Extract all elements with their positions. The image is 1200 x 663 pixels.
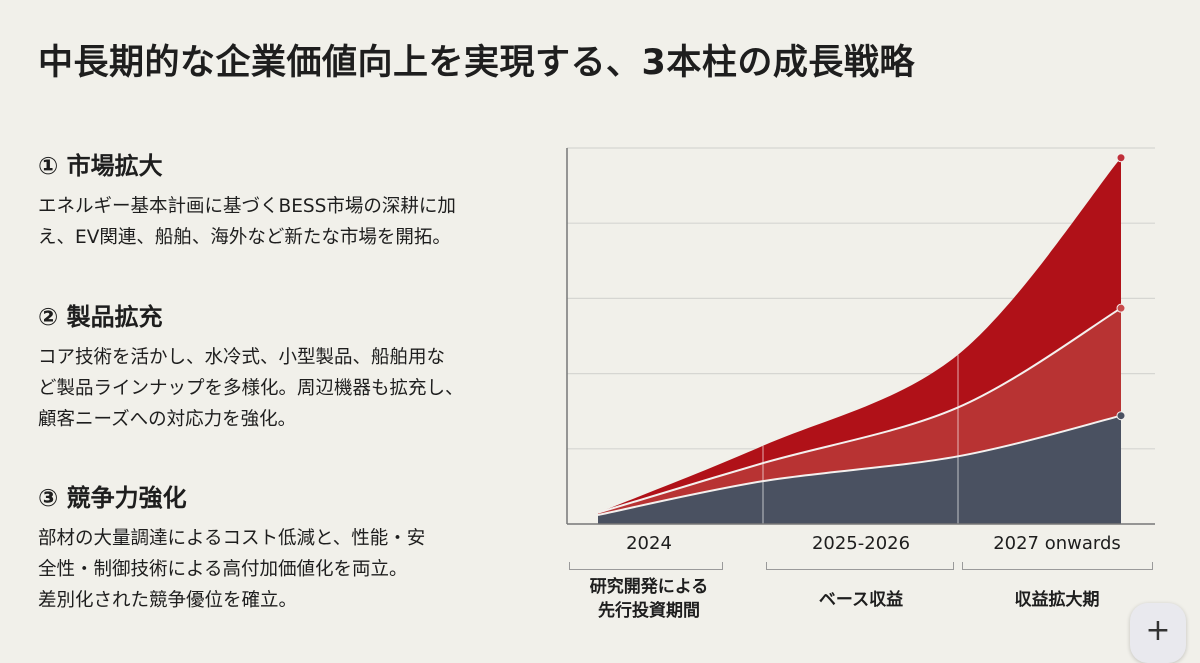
period-bracket (569, 562, 723, 570)
pillar-product-expansion: ② 製品拡充 コア技術を活かし、水冷式、小型製品、船舶用な ど製品ラインナップを… (38, 297, 538, 435)
pillar-market-expansion: ① 市場拡大 エネルギー基本計画に基づくBESS市場の深耕に加 え、EV関連、船… (38, 146, 538, 253)
pillar-text: え、EV関連、船舶、海外など新たな市場を開拓。 (38, 227, 451, 248)
pillar-heading: ① 市場拡大 (38, 152, 163, 180)
pillar-competitiveness: ③ 競争力強化 部材の大量調達によるコスト低減と、性能・安 全性・制御技術による… (38, 478, 538, 616)
period-bracket (766, 562, 954, 570)
period-bracket (962, 562, 1153, 570)
period-label-2025-2026: 2025-2026 (811, 533, 911, 554)
phase-label-line: 研究開発による (589, 577, 709, 597)
phase-label-base-revenue: ベース収益 (818, 590, 904, 610)
series-line (597, 414, 1122, 516)
pillar-text: コア技術を活かし、水冷式、小型製品、船舶用な (38, 347, 446, 368)
phase-label-investment: 研究開発による 先行投資期間 (569, 575, 729, 623)
add-button[interactable]: + (1130, 603, 1186, 663)
pillar-heading: ② 製品拡充 (38, 303, 163, 331)
growth-area-chart (566, 147, 1155, 525)
pillar-text: エネルギー基本計画に基づくBESS市場の深耕に加 (38, 196, 456, 217)
pillar-text: 全性・制御技術による高付加価値化を両立。 (38, 559, 408, 580)
series-end-marker (1116, 303, 1126, 313)
pillar-text: 部材の大量調達によるコスト低減と、性能・安 (38, 528, 426, 549)
pillar-text: ど製品ラインナップを多様化。周辺機器も拡充し、 (38, 378, 464, 399)
series-line (597, 307, 1122, 514)
phase-label-line: 先行投資期間 (598, 601, 700, 621)
phase-label-revenue-expansion: 収益拡大期 (1014, 590, 1100, 610)
series-end-marker (1116, 411, 1126, 421)
pillar-text: 差別化された競争優位を確立。 (38, 590, 298, 611)
pillar-text: 顧客ニーズへの対応力を強化。 (38, 409, 297, 430)
period-label-2024: 2024 (626, 533, 672, 554)
pillar-heading: ③ 競争力強化 (38, 484, 187, 512)
page-title: 中長期的な企業価値向上を実現する、3本柱の成長戦略 (38, 43, 915, 83)
period-label-2027-onwards: 2027 onwards (993, 533, 1121, 554)
series-end-marker (1116, 153, 1126, 163)
